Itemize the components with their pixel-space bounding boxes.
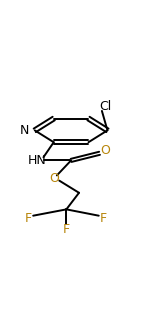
Text: F: F: [63, 223, 70, 237]
Text: F: F: [25, 212, 32, 224]
Text: O: O: [49, 172, 59, 185]
Text: F: F: [100, 212, 107, 224]
Text: HN: HN: [28, 154, 46, 167]
Text: O: O: [100, 144, 110, 157]
Text: N: N: [20, 124, 29, 137]
Text: Cl: Cl: [100, 100, 112, 113]
